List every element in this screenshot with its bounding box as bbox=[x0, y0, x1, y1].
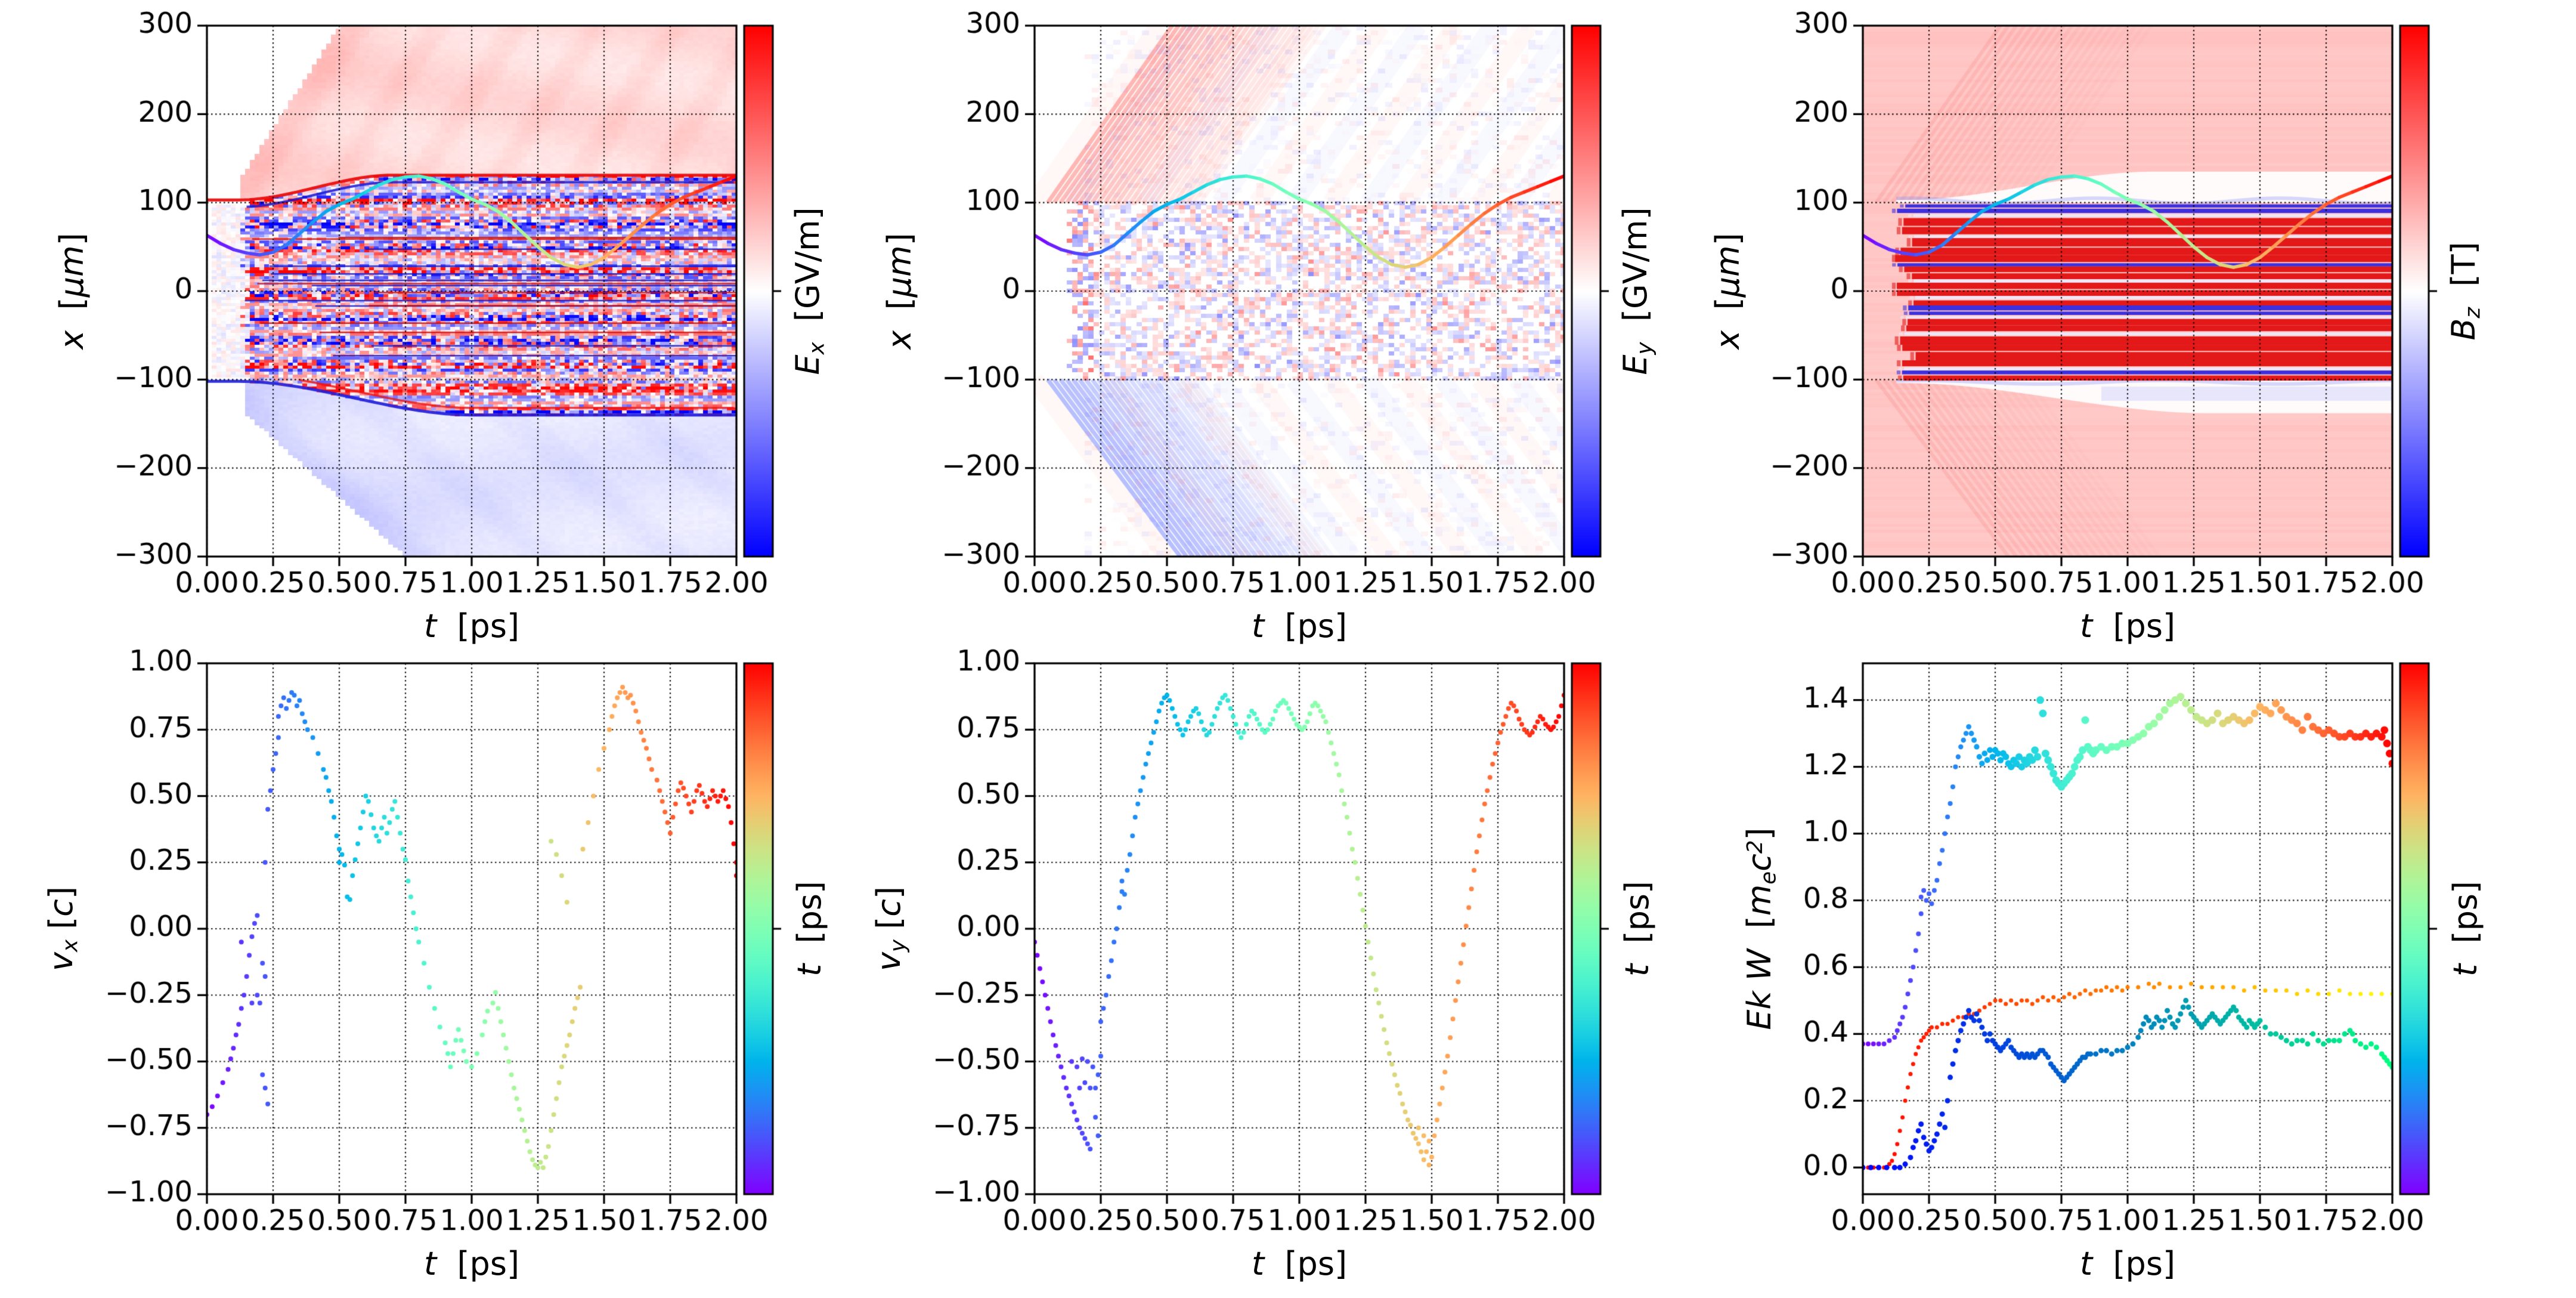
ey-xlabel: t [ps] bbox=[1251, 607, 1348, 645]
ek-ylabel: Ek W [mec2] bbox=[1740, 827, 1781, 1030]
bz-colorbar-label: Bz [T] bbox=[2444, 242, 2485, 341]
ek-colorbar-label: t [ps] bbox=[2447, 880, 2484, 977]
vy-colorbar-label: t [ps] bbox=[1618, 880, 1656, 977]
ek-xlabel: t [ps] bbox=[2079, 1245, 2176, 1282]
vy-xlabel: t [ps] bbox=[1251, 1245, 1348, 1282]
ex-ylabel: x [μm] bbox=[53, 233, 91, 350]
vy-ylabel: vy [c] bbox=[869, 886, 911, 972]
ex-colorbar-label: Ex [GV/m] bbox=[788, 207, 829, 375]
vx-xlabel: t [ps] bbox=[423, 1245, 520, 1282]
vx-colorbar-label: t [ps] bbox=[791, 880, 828, 977]
ey-ylabel: x [μm] bbox=[881, 233, 919, 350]
vx-ylabel: vx [c] bbox=[42, 886, 83, 972]
ey-colorbar-label: Ey [GV/m] bbox=[1616, 207, 1657, 375]
bz-ylabel: x [μm] bbox=[1709, 233, 1747, 350]
bz-xlabel: t [ps] bbox=[2079, 607, 2176, 645]
ex-xlabel: t [ps] bbox=[423, 607, 520, 645]
